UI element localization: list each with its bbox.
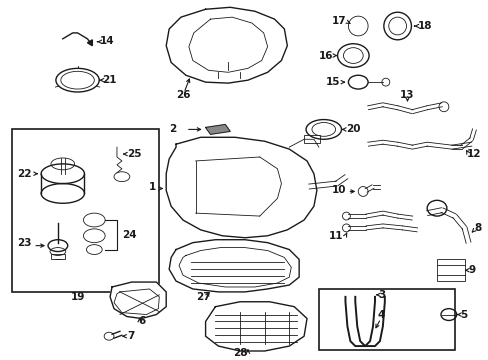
Text: 5: 5 — [460, 310, 467, 320]
Text: 27: 27 — [195, 292, 210, 302]
Text: 18: 18 — [416, 21, 431, 31]
Text: 14: 14 — [100, 36, 115, 46]
Text: 20: 20 — [346, 125, 360, 134]
Text: 23: 23 — [18, 238, 32, 248]
Text: 15: 15 — [325, 77, 340, 87]
Text: 19: 19 — [70, 292, 84, 302]
Bar — [304, 135, 319, 143]
Text: 4: 4 — [377, 310, 385, 320]
Polygon shape — [205, 125, 230, 134]
Text: 2: 2 — [168, 125, 176, 134]
Bar — [318, 289, 454, 350]
Text: 7: 7 — [126, 331, 134, 341]
Polygon shape — [205, 302, 306, 351]
Polygon shape — [87, 40, 92, 46]
Bar — [436, 260, 464, 281]
Polygon shape — [110, 282, 166, 319]
Text: 12: 12 — [466, 149, 480, 159]
Text: 9: 9 — [468, 265, 475, 275]
Bar — [51, 253, 64, 260]
Text: 22: 22 — [18, 169, 32, 179]
Text: 11: 11 — [328, 231, 343, 241]
Text: 10: 10 — [331, 185, 346, 195]
Text: 13: 13 — [399, 90, 414, 100]
Bar — [12, 129, 159, 292]
Bar — [259, 39, 275, 57]
Polygon shape — [169, 240, 299, 292]
Text: 25: 25 — [126, 149, 141, 159]
Text: 26: 26 — [176, 90, 190, 100]
Text: 28: 28 — [232, 348, 247, 358]
Polygon shape — [166, 7, 287, 83]
Text: 1: 1 — [149, 181, 156, 192]
Text: 24: 24 — [122, 230, 136, 240]
Polygon shape — [166, 137, 316, 238]
Text: 3: 3 — [377, 290, 385, 300]
Text: 6: 6 — [138, 316, 145, 327]
Text: 17: 17 — [331, 16, 346, 26]
Text: 16: 16 — [319, 50, 333, 60]
Text: 21: 21 — [102, 75, 117, 85]
Text: 8: 8 — [473, 223, 481, 233]
